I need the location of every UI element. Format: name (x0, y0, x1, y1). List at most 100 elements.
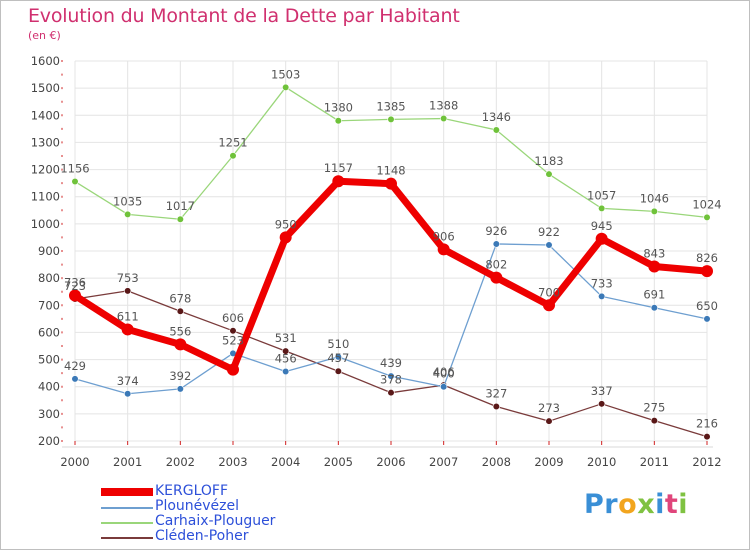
legend-swatch-carhaix (101, 522, 153, 524)
data-label: 1380 (324, 101, 353, 115)
legend-label-kergloff: KERGLOFF (155, 483, 229, 499)
legend-label-cleden: Cléden-Poher (155, 528, 249, 544)
y-tick-label: 1200 (31, 163, 60, 177)
data-label: 1183 (534, 154, 563, 168)
y-tick-label: 500 (38, 353, 60, 367)
data-label: 392 (169, 369, 191, 383)
x-tick-label: 2010 (587, 455, 616, 469)
data-point (279, 231, 292, 244)
x-tick-label: 2000 (60, 455, 89, 469)
data-label: 523 (222, 333, 244, 347)
data-label: 606 (222, 311, 244, 325)
data-label: 826 (696, 251, 718, 265)
y-tick-label: 1400 (31, 108, 60, 122)
data-point (492, 402, 500, 411)
data-label: 733 (591, 276, 613, 290)
x-tick-label: 2001 (113, 455, 142, 469)
data-point (227, 363, 239, 376)
data-point (332, 175, 345, 188)
data-point (334, 367, 342, 375)
data-point (282, 367, 290, 376)
y-tick-label: 1100 (31, 190, 60, 204)
legend-label-plounevezel: Plounévézel (155, 498, 240, 514)
data-point (124, 210, 132, 218)
data-point (69, 289, 81, 302)
chart-subtitle: (en €) (28, 29, 61, 42)
data-point (650, 207, 658, 215)
y-tick-label: 700 (38, 298, 60, 312)
data-point (387, 389, 395, 397)
data-point (492, 126, 500, 134)
x-tick-label: 2007 (429, 455, 458, 469)
data-point (440, 114, 448, 123)
data-point (334, 117, 342, 125)
legend-label-carhaix: Carhaix-Plouguer (155, 513, 276, 529)
y-tick-label: 1000 (31, 217, 60, 231)
data-point (385, 177, 397, 190)
data-point (650, 417, 658, 425)
proxiti-logo: Proxiti (584, 489, 688, 520)
legend-item-plounevezel: Plounévézel (101, 498, 401, 515)
data-point (545, 170, 553, 178)
data-point (545, 241, 553, 249)
data-label: 1156 (60, 162, 89, 176)
data-label: 723 (64, 279, 86, 293)
data-point (703, 213, 711, 221)
data-label: 922 (538, 225, 560, 239)
data-point (174, 338, 187, 351)
x-tick-label: 2003 (218, 455, 247, 469)
data-point (440, 383, 448, 391)
data-label: 802 (485, 258, 507, 272)
data-point (229, 152, 237, 160)
data-label: 1148 (376, 164, 405, 178)
data-label: 1346 (482, 110, 511, 124)
data-label: 378 (380, 373, 402, 387)
data-label: 950 (275, 217, 297, 231)
y-tick-label: 1500 (31, 81, 60, 95)
chart-title: Evolution du Montant de la Dette par Hab… (28, 5, 460, 27)
data-label: 1017 (166, 199, 195, 213)
data-label: 531 (275, 331, 297, 345)
data-point (176, 215, 184, 223)
y-tick-label: 600 (38, 325, 60, 339)
logo-letter: o (618, 489, 638, 520)
data-label: 439 (380, 356, 402, 370)
data-point (282, 83, 290, 91)
data-point (492, 240, 500, 248)
data-point (703, 315, 711, 323)
x-tick-label: 2005 (324, 455, 353, 469)
legend-item-carhaix: Carhaix-Plouguer (101, 513, 401, 530)
logo-letter: P (584, 489, 605, 520)
data-point (545, 417, 553, 425)
data-point (71, 375, 79, 383)
logo-letter: i (678, 489, 689, 520)
data-label: 1385 (376, 99, 405, 113)
data-point (71, 177, 79, 186)
data-label: 678 (169, 291, 191, 305)
x-tick-label: 2011 (640, 455, 669, 469)
y-tick-label: 1300 (31, 135, 60, 149)
data-label: 1024 (692, 197, 721, 211)
data-label: 843 (643, 246, 665, 260)
data-point (176, 385, 184, 393)
data-label: 406 (433, 365, 455, 379)
data-point (229, 327, 237, 335)
data-label: 275 (643, 401, 665, 415)
data-point (543, 299, 555, 312)
data-label: 374 (117, 374, 139, 388)
data-label: 456 (275, 352, 297, 366)
data-label: 400 (433, 367, 455, 381)
data-label: 429 (64, 359, 86, 373)
data-label: 556 (169, 324, 191, 338)
data-label: 1503 (271, 67, 300, 81)
logo-letter: i (655, 489, 665, 520)
data-label: 691 (643, 288, 665, 302)
data-point (334, 353, 342, 361)
data-point (124, 390, 132, 398)
data-point (387, 115, 395, 123)
data-point (703, 433, 711, 441)
logo-letter: x (637, 489, 656, 520)
x-tick-label: 2012 (692, 455, 721, 469)
data-label: 926 (485, 224, 507, 238)
